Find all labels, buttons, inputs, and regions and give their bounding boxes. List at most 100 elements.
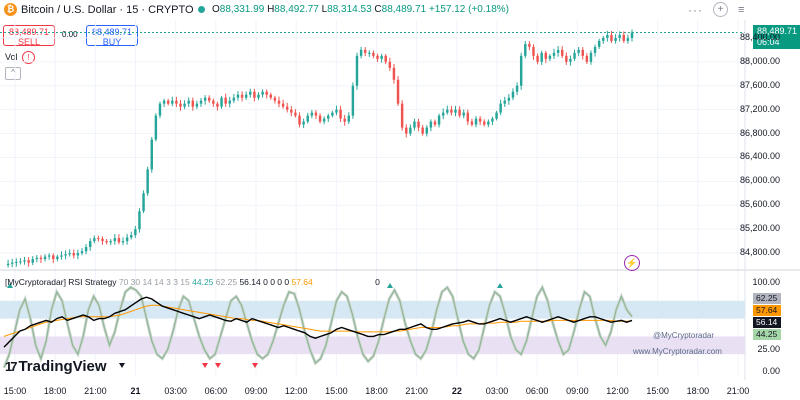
lines-menu-icon[interactable]: ≡ xyxy=(738,4,745,16)
candle-body xyxy=(585,55,589,62)
market-open-icon xyxy=(198,6,205,13)
time-tick-label: 18:00 xyxy=(365,386,388,396)
candle-body xyxy=(302,121,305,125)
candle-body xyxy=(622,34,626,41)
volume-label[interactable]: Vol xyxy=(5,52,18,62)
candle-body xyxy=(552,52,556,56)
candle-body xyxy=(511,91,515,98)
candle-body xyxy=(507,97,511,101)
candle-body xyxy=(23,260,26,262)
time-tick-label: 15:00 xyxy=(325,386,348,396)
time-tick-label: 21:00 xyxy=(84,386,107,396)
time-tick-label: 21:00 xyxy=(405,386,428,396)
candle-body xyxy=(310,112,314,116)
candle-body xyxy=(171,100,174,104)
candle-body xyxy=(64,254,67,256)
candle-body xyxy=(175,100,178,104)
candle-body xyxy=(532,46,535,56)
candle-body xyxy=(602,37,605,41)
lightning-icon[interactable]: ⚡ xyxy=(624,255,640,271)
grid-lines xyxy=(0,20,800,380)
candle-body xyxy=(606,34,609,38)
candle-body xyxy=(203,97,207,101)
buy-button[interactable]: 88,489.71 BUY xyxy=(86,25,138,47)
collapse-legend-icon[interactable]: ^ xyxy=(5,67,21,80)
candle-body xyxy=(372,52,375,56)
low-label: L xyxy=(321,4,328,15)
candle-body xyxy=(261,91,264,95)
candle-body xyxy=(93,238,96,242)
buy-signal-marker xyxy=(7,283,13,288)
candle-body xyxy=(265,91,268,95)
candle-body xyxy=(35,257,39,260)
rsi-value-tag: 62.25 xyxy=(753,293,781,304)
candle-body xyxy=(478,118,482,122)
candles xyxy=(6,29,634,268)
rsi-value-3: 56.14 xyxy=(239,277,261,287)
rsi-value-2: 62.25 xyxy=(215,277,238,287)
rsi-legend[interactable]: [MyCryptoradar] RSI Strategy 70 30 14 14… xyxy=(5,277,380,287)
add-symbol-icon[interactable]: + xyxy=(713,2,728,17)
tradingview-mark: 17 xyxy=(5,359,18,374)
sell-signal-marker xyxy=(202,363,208,368)
more-options-icon[interactable]: ··· xyxy=(688,3,703,17)
candle-body xyxy=(158,103,162,116)
candle-body xyxy=(503,100,506,104)
bar-countdown: 06:04 xyxy=(757,37,780,47)
candle-body xyxy=(392,67,396,80)
candle-body xyxy=(589,52,593,62)
candle-body xyxy=(359,49,363,56)
price-tick-label: 84,800.00 xyxy=(739,247,780,258)
candle-body xyxy=(499,103,502,113)
candle-body xyxy=(593,46,597,53)
candle-body xyxy=(121,241,125,243)
candle-body xyxy=(257,94,260,98)
candle-body xyxy=(212,100,215,104)
spread-value: 0.00 xyxy=(62,30,78,39)
sell-button[interactable]: 88,489.71 SELL xyxy=(3,25,55,47)
candle-body xyxy=(347,115,351,122)
candle-body xyxy=(130,235,133,238)
volume-warning-icon[interactable]: ! xyxy=(22,51,35,64)
buy-label: BUY xyxy=(102,37,122,47)
candle-body xyxy=(72,253,76,256)
candle-body xyxy=(101,238,104,242)
candle-body xyxy=(105,241,108,243)
candle-body xyxy=(228,100,231,104)
candle-body xyxy=(577,49,580,53)
candle-body xyxy=(417,121,420,128)
candle-body xyxy=(396,79,400,104)
low-value: 88,314.53 xyxy=(327,4,372,15)
change-value: +157.12 (+0.18%) xyxy=(428,4,509,15)
time-tick-label: 12:00 xyxy=(606,386,629,396)
candle-body xyxy=(15,262,18,264)
candle-body xyxy=(191,100,195,107)
rsi-tick-label: 25.00 xyxy=(757,343,780,354)
candle-body xyxy=(421,127,424,134)
candle-body xyxy=(84,247,88,252)
buy-signal-marker xyxy=(497,283,503,288)
time-tick-label: 06:00 xyxy=(525,386,549,396)
price-tick-label: 86,400.00 xyxy=(739,151,780,162)
candle-body xyxy=(626,37,630,41)
price-tick-label: 86,000.00 xyxy=(739,175,780,186)
candle-body xyxy=(195,103,199,107)
tradingview-logo[interactable]: 17 TradingView xyxy=(5,358,107,375)
candle-body xyxy=(142,193,145,212)
symbol-title[interactable]: Bitcoin / U.S. Dollar · 15 · CRYPTO xyxy=(21,4,194,16)
candle-body xyxy=(351,85,355,116)
open-value: 88,331.99 xyxy=(219,4,265,15)
price-tick-label: 87,600.00 xyxy=(739,79,780,90)
candle-body xyxy=(491,118,494,122)
candle-body xyxy=(134,229,137,236)
candle-body xyxy=(565,55,568,62)
candle-body xyxy=(138,211,141,230)
candle-body xyxy=(31,259,34,263)
candle-body xyxy=(425,127,428,134)
candle-body xyxy=(450,109,453,113)
time-tick-label: 15:00 xyxy=(646,386,669,396)
candle-body xyxy=(146,169,149,194)
candle-body xyxy=(183,103,186,107)
stoch-shadow-line xyxy=(2,283,634,369)
